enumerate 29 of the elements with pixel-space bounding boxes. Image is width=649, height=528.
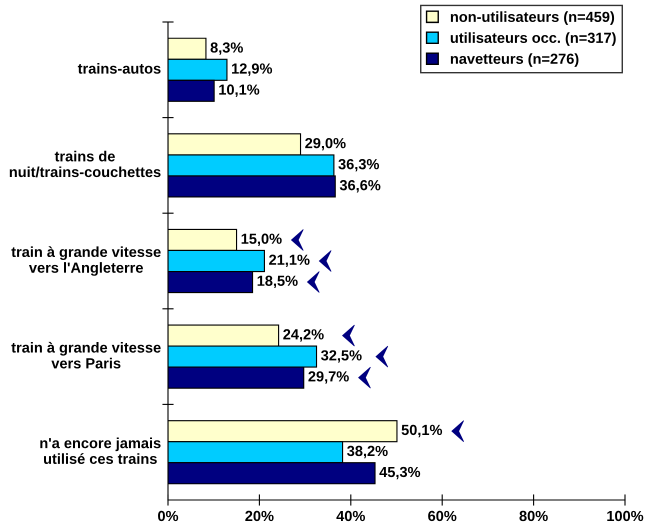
legend-label: utilisateurs occ. (n=317) [450, 32, 616, 46]
data-label: 29,0% [305, 138, 346, 150]
data-label: 45,3% [379, 466, 420, 480]
x-tick-label: 20% [245, 510, 274, 522]
y-tick-label: n'a encore jamais utilisé ces trains [40, 438, 161, 464]
x-tick-label: 0% [158, 510, 178, 522]
data-label: 10,1% [219, 84, 260, 97]
data-label: 32,5% [321, 350, 362, 363]
x-tick-label: 60% [428, 510, 456, 522]
legend-label: navetteurs (n=276) [450, 53, 578, 67]
legend-label: non-utilisateurs (n=459) [450, 11, 614, 25]
data-label: 50,1% [402, 424, 442, 438]
y-tick-label: trains-autos [78, 63, 161, 74]
data-label: 15,0% [242, 234, 282, 246]
data-label: 38,2% [347, 446, 388, 458]
data-label: 36,3% [338, 158, 380, 172]
x-tick-label: 80% [519, 510, 548, 522]
y-tick-label: train à grande vitesse vers Paris [11, 342, 161, 368]
y-tick-label: trains de nuit/trains-couchettes [10, 150, 161, 178]
data-label: 21,1% [269, 254, 310, 268]
y-tick-label: train à grande vitesse vers l'Angleterre [11, 246, 161, 276]
data-label: 18,5% [258, 276, 298, 288]
data-label: 8,3% [210, 42, 243, 55]
data-label: 24,2% [283, 329, 324, 342]
x-tick-label: 40% [336, 510, 366, 522]
x-tick-label: 100% [607, 510, 644, 522]
data-label: 36,6% [340, 180, 380, 192]
data-label: 29,7% [308, 371, 349, 384]
data-label: 12,9% [232, 63, 272, 76]
